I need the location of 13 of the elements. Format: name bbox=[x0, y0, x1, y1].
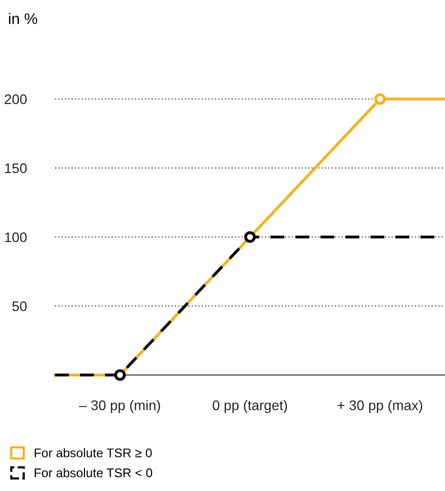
y-tick-label: 100 bbox=[5, 232, 27, 242]
x-tick-label: + 30 pp (max) bbox=[338, 400, 422, 413]
y-tick-label: 200 bbox=[4, 94, 27, 104]
x-tick-label: 0 pp (target) bbox=[212, 400, 287, 413]
point bbox=[374, 93, 386, 105]
y-tick-label: 50 bbox=[12, 301, 27, 312]
y-axis-title: in % bbox=[9, 12, 38, 24]
legend-label: For absolute TSR ≥ 0 bbox=[34, 448, 152, 458]
x-tick-label: – 30 pp (min) bbox=[79, 400, 160, 413]
y-tick-label: 150 bbox=[5, 163, 27, 174]
legend-label: For absolute TSR < 0 bbox=[34, 468, 152, 478]
point bbox=[244, 231, 256, 243]
point bbox=[114, 369, 126, 381]
